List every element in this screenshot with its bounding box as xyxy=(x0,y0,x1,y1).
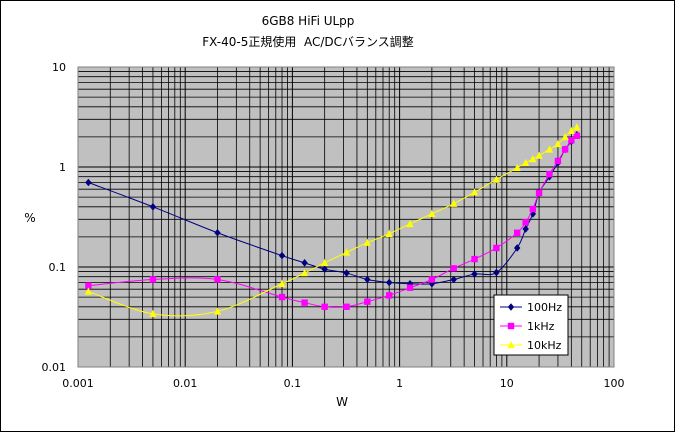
x-tick-label: 0.01 xyxy=(173,377,198,390)
legend-marker xyxy=(507,303,515,311)
data-point-1kHz xyxy=(343,303,350,310)
data-point-10kHz xyxy=(321,258,329,267)
y-tick-labels: 0.01 0.1 1 10 xyxy=(42,61,67,374)
data-point-1kHz xyxy=(568,137,575,144)
data-point-100Hz xyxy=(85,178,92,187)
legend-entry-10kHz: 10kHz xyxy=(527,339,562,352)
plot-border xyxy=(77,66,615,368)
x-tick-label: 0.1 xyxy=(284,377,302,390)
data-point-10kHz xyxy=(513,163,521,172)
data-point-10kHz xyxy=(535,151,543,159)
data-point-1kHz xyxy=(386,292,393,299)
data-point-1kHz xyxy=(406,284,414,291)
data-point-1kHz xyxy=(573,132,581,140)
x-tick-label: 10 xyxy=(500,377,514,390)
data-point-10kHz xyxy=(573,123,581,131)
y-tick-label: 1 xyxy=(59,161,66,174)
data-point-10kHz xyxy=(149,309,157,318)
data-point-100Hz xyxy=(386,278,393,287)
legend-entry-1kHz: 1kHz xyxy=(527,320,555,333)
legend-marker xyxy=(507,322,515,330)
data-point-10kHz xyxy=(567,126,575,135)
x-tick-label: 100 xyxy=(604,377,625,390)
data-point-10kHz xyxy=(84,287,92,295)
data-point-1kHz xyxy=(450,265,457,272)
data-point-1kHz xyxy=(554,157,562,165)
data-point-100Hz xyxy=(493,268,500,277)
data-point-10kHz xyxy=(554,139,562,148)
data-point-1kHz xyxy=(149,276,157,283)
data-point-10kHz xyxy=(213,307,222,315)
data-point-100Hz xyxy=(149,202,157,211)
y-axis-label: % xyxy=(24,211,35,225)
data-point-1kHz xyxy=(85,282,92,289)
data-point-1kHz xyxy=(535,189,543,197)
data-point-10kHz xyxy=(301,269,309,277)
grid-lines xyxy=(77,66,615,368)
data-point-10kHz xyxy=(450,199,458,207)
data-point-1kHz xyxy=(321,303,328,310)
data-point-100Hz xyxy=(321,265,328,274)
data-point-1kHz xyxy=(471,255,478,263)
data-point-1kHz xyxy=(428,276,436,283)
data-point-1kHz xyxy=(278,293,286,301)
data-point-10kHz xyxy=(278,279,286,287)
data-point-1kHz xyxy=(529,205,537,213)
data-point-1kHz xyxy=(561,146,569,153)
data-point-10kHz xyxy=(561,132,569,141)
series-layer xyxy=(84,123,581,318)
data-point-100Hz xyxy=(214,228,221,237)
y-tick-label: 10 xyxy=(52,61,66,74)
data-point-10kHz xyxy=(342,248,351,256)
x-tick-label: 1 xyxy=(396,377,403,390)
data-point-10kHz xyxy=(406,219,414,228)
data-point-1kHz xyxy=(522,219,529,226)
x-tick-labels: 0.001 0.01 0.1 1 10 100 xyxy=(62,377,624,390)
data-point-1kHz xyxy=(364,298,371,305)
chart-title-line-1: 6GB8 HiFi ULpp xyxy=(261,14,355,28)
data-point-10kHz xyxy=(545,145,554,153)
legend: 100Hz 1kHz 10kHz xyxy=(493,294,569,356)
x-tick-label: 0.001 xyxy=(62,377,94,390)
data-point-100Hz xyxy=(343,269,350,277)
data-point-1kHz xyxy=(513,229,521,236)
data-point-100Hz xyxy=(278,251,286,260)
data-point-100Hz xyxy=(471,270,478,278)
data-point-10kHz xyxy=(470,188,479,196)
chart-title-line-2: FX-40-5正規使用 AC/DCバランス調整 xyxy=(202,35,414,49)
data-point-10kHz xyxy=(363,238,371,246)
data-point-1kHz xyxy=(493,244,500,252)
data-point-1kHz xyxy=(214,276,221,283)
data-point-10kHz xyxy=(529,155,537,163)
data-point-10kHz xyxy=(522,158,530,167)
data-point-100Hz xyxy=(450,275,457,284)
series-1kHz xyxy=(85,132,581,310)
series-10kHz xyxy=(84,123,581,318)
y-tick-label: 0.01 xyxy=(42,361,67,374)
legend-marker xyxy=(507,341,515,349)
y-tick-label: 0.1 xyxy=(49,261,67,274)
legend-entry-100Hz: 100Hz xyxy=(527,301,562,314)
data-point-10kHz xyxy=(385,229,393,237)
data-point-100Hz xyxy=(513,244,521,252)
data-point-10kHz xyxy=(492,175,501,183)
data-point-100Hz xyxy=(301,259,308,267)
data-point-100Hz xyxy=(522,225,529,233)
data-point-1kHz xyxy=(546,170,553,178)
data-point-100Hz xyxy=(364,275,371,284)
data-point-10kHz xyxy=(428,209,436,218)
data-point-1kHz xyxy=(301,299,308,306)
x-axis-label: W xyxy=(336,395,348,409)
